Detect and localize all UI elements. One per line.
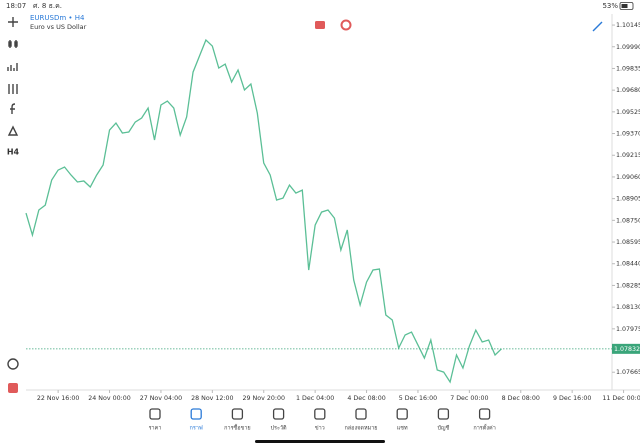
nav-icon[interactable] — [355, 408, 367, 420]
y-tick-label: 1.09990 — [616, 44, 640, 51]
nav-label[interactable]: ประวัติ — [271, 425, 287, 432]
chart-type-icon[interactable] — [8, 40, 18, 48]
x-tick-label: 1 Dec 04:00 — [296, 395, 334, 402]
y-tick-label: 1.09215 — [616, 152, 640, 159]
y-tick-label: 1.08440 — [616, 261, 640, 268]
nav-icon[interactable] — [396, 408, 408, 420]
timeframe-button[interactable]: H4 — [7, 148, 20, 157]
y-tick-label: 1.09835 — [616, 65, 640, 72]
nav-icon[interactable] — [149, 408, 161, 420]
nav-label[interactable]: ข่าว — [315, 426, 325, 432]
x-tick-label: 11 Dec 00:00 — [602, 395, 640, 402]
draw-tool[interactable] — [592, 21, 603, 32]
settings-icon[interactable] — [8, 84, 18, 94]
nav-icon[interactable] — [314, 408, 326, 420]
y-tick-label: 1.07665 — [616, 369, 640, 376]
home-indicator — [255, 440, 385, 443]
battery-text: 53% — [602, 2, 618, 10]
price-line — [25, 38, 502, 384]
y-tick-label: 1.09525 — [616, 109, 640, 116]
crosshair-icon[interactable] — [8, 17, 18, 27]
sell-button[interactable] — [315, 21, 325, 29]
zoom-icon[interactable] — [7, 358, 19, 370]
status-date: ศ. 8 ธ.ค. — [33, 2, 62, 10]
current-price-label: 1.07832 — [614, 346, 640, 353]
x-tick-label: 7 Dec 00:00 — [450, 395, 488, 402]
y-tick-label: 1.10145 — [616, 22, 640, 29]
x-tick-label: 28 Nov 12:00 — [191, 395, 233, 402]
nav-label[interactable]: กล่องจดหมาย — [344, 426, 377, 432]
nav-icon[interactable] — [437, 408, 450, 420]
x-tick-label: 9 Dec 16:00 — [553, 395, 591, 402]
nav-icon[interactable] — [272, 408, 285, 420]
x-tick-label: 4 Dec 08:00 — [347, 395, 385, 402]
symbol-description: Euro vs US Dollar — [30, 23, 87, 31]
x-tick-label: 8 Dec 08:00 — [502, 395, 540, 402]
battery-icon — [619, 2, 634, 10]
bottom-nav: ราคา กราฟ การซื้อขาย ประวัติ ข่าว กล่องจดหมาย… — [149, 408, 496, 432]
buy-button[interactable] — [340, 19, 352, 31]
nav-icon[interactable] — [231, 408, 244, 420]
indicators-icon[interactable] — [7, 63, 18, 71]
nav-label[interactable]: การซื้อขาย — [224, 424, 250, 432]
nav-label[interactable]: การตั้งค่า — [473, 424, 495, 432]
y-tick-label: 1.09060 — [616, 174, 640, 181]
battery-level — [621, 4, 628, 8]
y-tick-label: 1.08905 — [616, 196, 640, 203]
nav-label[interactable]: แชท — [397, 425, 408, 432]
y-tick-label: 1.08130 — [616, 304, 640, 311]
y-tick-label: 1.09680 — [616, 87, 640, 94]
status-time: 18:07 — [6, 2, 26, 10]
left-toolbar: H4 — [7, 17, 20, 393]
nav-label[interactable]: บัญชี — [437, 425, 449, 432]
nav-label[interactable]: ราคา — [149, 426, 162, 432]
objects-icon[interactable] — [7, 125, 19, 136]
x-tick-label: 27 Nov 04:00 — [140, 395, 182, 402]
symbol-title[interactable]: EURUSDm • H4 — [30, 14, 85, 22]
trade-icon[interactable] — [8, 383, 18, 393]
chart: 1.10145 1.09990 1.09835 1.09680 1.09525 1.093… — [25, 14, 640, 402]
x-tick-label: 29 Nov 20:00 — [243, 395, 285, 402]
x-tick-label: 24 Nov 00:00 — [88, 395, 130, 402]
x-tick-label: 5 Dec 16:00 — [399, 395, 437, 402]
function-icon[interactable] — [10, 103, 16, 114]
nav-label[interactable]: กราฟ — [190, 425, 203, 432]
y-tick-label: 1.07975 — [616, 326, 640, 333]
y-tick-label: 1.08285 — [616, 282, 640, 289]
nav-icon[interactable] — [190, 408, 202, 420]
x-tick-label: 22 Nov 16:00 — [37, 395, 79, 402]
y-tick-label: 1.08750 — [616, 217, 640, 224]
y-tick-label: 1.09370 — [616, 131, 640, 138]
y-tick-label: 1.08595 — [616, 239, 640, 246]
nav-icon[interactable] — [478, 408, 491, 420]
current-price-box — [612, 343, 640, 354]
